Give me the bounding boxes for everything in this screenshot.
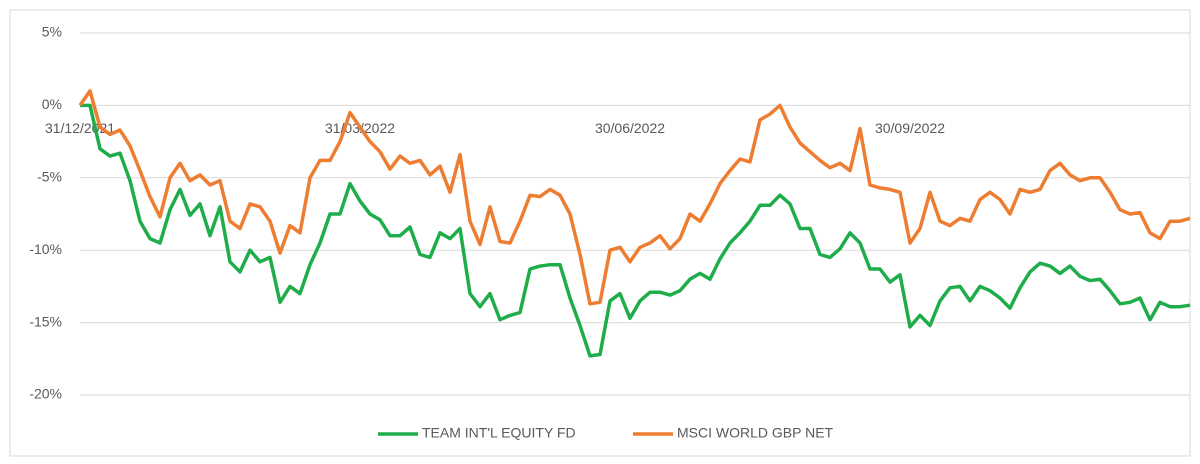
legend-label: TEAM INT'L EQUITY FD (422, 425, 576, 441)
y-tick-label: 0% (42, 96, 62, 112)
legend-label: MSCI WORLD GBP NET (677, 425, 834, 441)
y-tick-label: -15% (29, 313, 62, 329)
y-tick-label: -20% (29, 386, 62, 402)
series-line (80, 103, 1191, 358)
y-tick-label: -10% (29, 241, 62, 257)
series-line (78, 89, 1191, 306)
y-tick-label: -5% (37, 169, 62, 185)
x-tick-label: 30/09/2022 (875, 120, 945, 136)
x-tick-label: 31/12/2021 (45, 120, 115, 136)
y-tick-label: 5% (42, 24, 62, 40)
x-tick-label: 30/06/2022 (595, 120, 665, 136)
chart-frame (9, 9, 1191, 457)
